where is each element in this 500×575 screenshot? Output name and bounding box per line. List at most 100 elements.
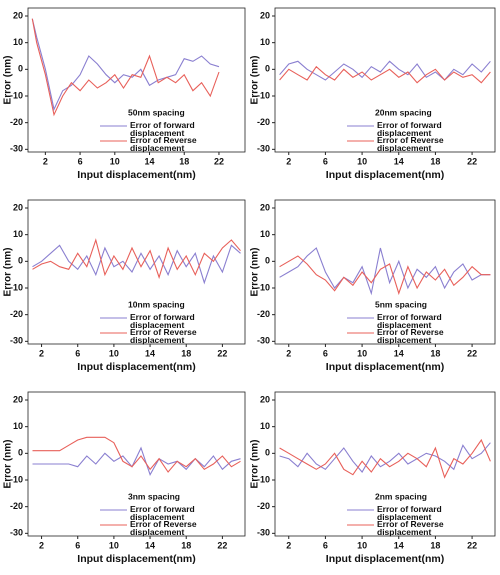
y-axis-label: Error (nm) [250,248,261,297]
x-axis-label: Input displacement(nm) [77,361,195,373]
y-tick-label: 10 [13,37,23,47]
y-tick-label: 20 [13,10,23,20]
y-tick-label: 10 [260,229,270,239]
x-axis-label: Input displacement(nm) [77,553,195,565]
panel: 20 10 0 -10 -20 -30 2 6 10 14 18 22 Input displaceme… [3,7,246,181]
data-line [279,247,491,296]
x-tick-label: 18 [430,156,440,166]
y-tick-label: 0 [265,448,270,458]
y-tick-label: -10 [10,90,23,100]
x-tick-label: 6 [75,348,80,358]
y-tick-label: 0 [265,256,270,266]
y-tick-label: -10 [257,474,270,484]
legend-box: Error of Reverse displacement [377,520,444,536]
x-tick-label: 18 [430,540,440,550]
panel-title: 2nm spacing [375,491,427,501]
legend-label: Error of Reverse displacement [130,520,197,537]
data-line [32,446,241,477]
y-tick-label: -10 [10,474,23,484]
x-axis-label: Input displacement(nm) [326,361,444,373]
panel-title: 5nm spacing [375,299,427,309]
y-tick-label: 0 [265,64,270,74]
y-tick-label: -30 [257,336,270,346]
y-tick-label: -30 [257,528,270,538]
x-tick-label: 22 [217,540,227,550]
x-tick-label: 10 [109,540,119,550]
y-tick-label: -30 [10,528,23,538]
plot-frame [274,199,496,345]
x-tick-label: 14 [394,348,404,358]
y-tick-label: 0 [18,448,23,458]
y-tick-label: 10 [13,421,23,431]
x-tick-label: 2 [43,156,48,166]
x-tick-label: 6 [78,156,83,166]
x-tick-label: 2 [39,348,44,358]
x-tick-label: 6 [323,156,328,166]
x-tick-label: 10 [357,156,367,166]
y-axis-label: Error (nm) [250,56,261,105]
y-tick-label: 20 [260,394,270,404]
x-tick-label: 22 [217,348,227,358]
legend-label: Error of forward displacement [130,313,195,330]
x-tick-label: 10 [110,156,120,166]
x-tick-label: 10 [357,540,367,550]
y-tick-label: -20 [257,501,270,511]
data-line [279,442,491,473]
legend-box: Error of Reverse displacement [130,520,197,537]
panel: 20 10 0 -10 -20 -30 2 6 10 14 18 22 Input displaceme… [3,391,246,565]
x-tick-label: 14 [145,540,155,550]
y-tick-label: -20 [257,117,270,127]
legend-box: Error of forward displacement [377,505,442,521]
panel-title: 20nm spacing [375,107,432,117]
y-tick-label: 20 [260,10,270,20]
plot-frame [27,391,246,537]
y-tick-label: -20 [10,309,23,319]
plot-frame [274,391,496,537]
x-tick-label: 14 [394,540,404,550]
x-tick-label: 14 [145,156,155,166]
x-tick-label: 18 [430,348,440,358]
y-tick-label: 10 [260,37,270,47]
panel-title: 3nm spacing [128,491,180,501]
legend-box: Error of forward displacement [130,313,195,330]
y-tick-label: 10 [13,229,23,239]
x-tick-label: 2 [39,540,44,550]
legend-box: Error of forward displacement [377,313,442,330]
x-tick-label: 6 [323,348,328,358]
data-line [279,255,491,296]
y-tick-label: 20 [13,202,23,212]
data-line [279,65,491,84]
y-tick-label: -20 [257,309,270,319]
data-line [32,436,241,473]
x-tick-label: 22 [467,348,477,358]
x-tick-label: 18 [181,540,191,550]
data-line [31,18,220,117]
y-tick-label: -10 [10,282,23,292]
legend-box: Error of forward displacement [130,121,195,138]
legend-label: Error of Reverse displacement [377,328,444,345]
legend-box: Error of forward displacement [377,121,442,138]
y-tick-label: 0 [18,64,23,74]
legend-label: Error of forward displacement [377,121,442,138]
legend-label: Error of Reverse displacement [377,136,444,153]
legend-label: Error of forward displacement [377,313,442,330]
legend-label: Error of forward displacement [130,121,195,138]
x-axis-label: Input displacement(nm) [77,169,195,181]
x-tick-label: 2 [286,348,291,358]
data-line [31,18,220,112]
legend-box: Error of Reverse displacement [377,328,444,345]
y-axis-label: Error (nm) [3,440,14,489]
x-tick-label: 6 [75,540,80,550]
y-tick-label: -30 [10,144,23,154]
y-tick-label: -30 [10,336,23,346]
data-line [32,244,241,285]
x-tick-label: 22 [467,156,477,166]
y-axis-label: Error (nm) [3,56,14,105]
legend-label: Error of Reverse displacement [130,328,197,345]
x-tick-label: 10 [357,348,367,358]
y-tick-label: 10 [260,421,270,431]
x-tick-label: 6 [323,540,328,550]
x-tick-label: 22 [467,540,477,550]
x-tick-label: 22 [214,156,224,166]
panel: 20 10 0 -10 -20 -30 2 6 10 14 18 22 Input displaceme… [250,391,496,565]
